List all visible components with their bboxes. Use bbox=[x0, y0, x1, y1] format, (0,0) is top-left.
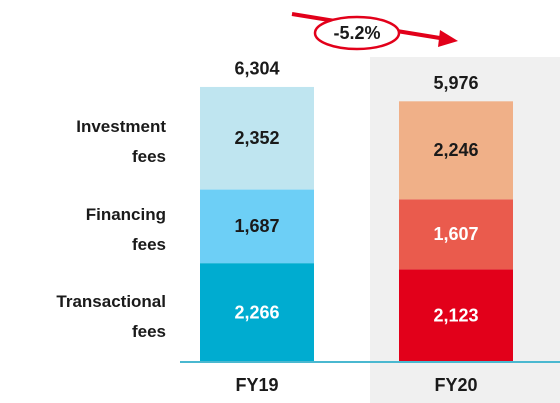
legend-label: Investment fees bbox=[76, 117, 166, 167]
value-label: 2,246 bbox=[433, 140, 478, 160]
legend-label: Transactional fees bbox=[56, 291, 166, 341]
arrow-head bbox=[438, 30, 458, 47]
bar-segment bbox=[399, 199, 513, 270]
annotation: -5.2% bbox=[333, 23, 380, 43]
x-tick-label: FY19 bbox=[235, 375, 278, 395]
legend-label: Financing fees bbox=[85, 205, 166, 255]
value-label: 2,266 bbox=[234, 302, 279, 322]
bar-segment bbox=[200, 86, 314, 190]
total-label: 5,976 bbox=[433, 73, 478, 93]
bar-segment bbox=[399, 269, 513, 362]
bar-segment bbox=[200, 189, 314, 264]
x-tick-label: FY20 bbox=[434, 375, 477, 395]
value-label: 2,123 bbox=[433, 305, 478, 325]
bar-segment bbox=[200, 263, 314, 362]
bar-segment bbox=[399, 101, 513, 200]
value-label: 1,607 bbox=[433, 224, 478, 244]
value-label: 2,352 bbox=[234, 128, 279, 148]
total-label: 6,304 bbox=[234, 59, 279, 79]
value-label: 1,687 bbox=[234, 216, 279, 236]
annotation-oval bbox=[313, 15, 401, 51]
